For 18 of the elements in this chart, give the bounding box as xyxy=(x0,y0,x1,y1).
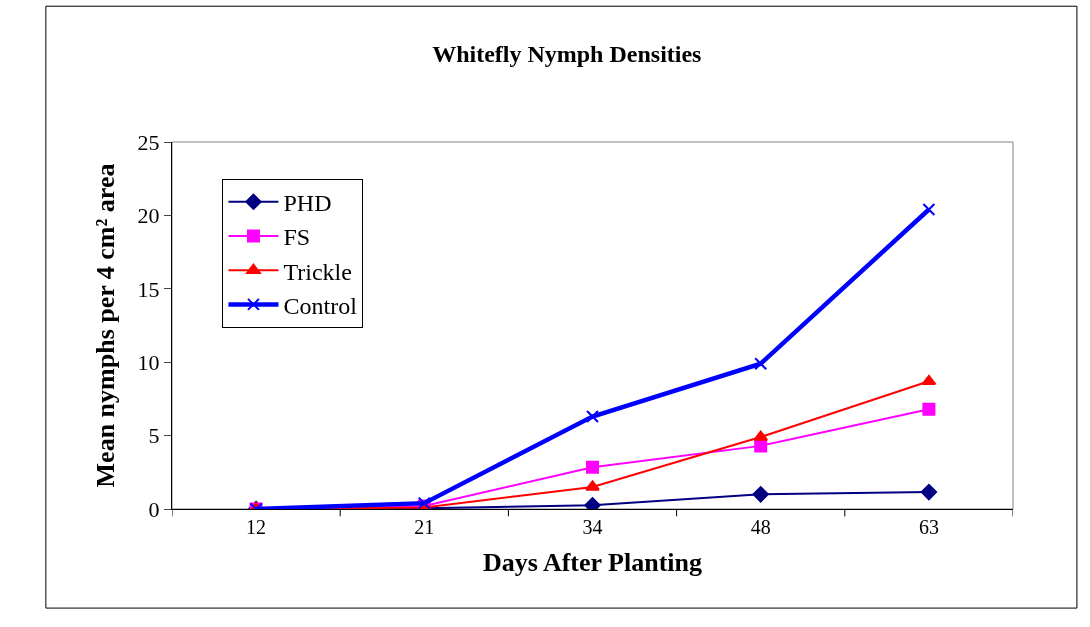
x-tick-label: 21 xyxy=(414,516,435,538)
legend-label: Control xyxy=(283,292,358,319)
y-tick-label: 15 xyxy=(137,276,160,302)
y-tick-label: 0 xyxy=(148,496,160,522)
legend-label: PHD xyxy=(283,190,332,217)
x-tick-label: 12 xyxy=(246,516,267,538)
y-tick-label: 20 xyxy=(137,203,160,229)
y-tick-label: 10 xyxy=(137,349,160,375)
chart-title: Whitefly Nymph Densities xyxy=(432,40,702,67)
y-tick-label: 25 xyxy=(137,129,160,155)
x-tick-label: 63 xyxy=(918,516,939,538)
x-axis-title: Days After Planting xyxy=(482,547,703,577)
y-tick-label: 5 xyxy=(148,423,160,449)
x-tick-label: 48 xyxy=(750,516,771,538)
x-tick-label: 34 xyxy=(582,516,603,538)
y-axis-title: Mean nymphs per 4 cm² area xyxy=(91,163,120,488)
legend-label: Trickle xyxy=(283,258,352,285)
legend-label: FS xyxy=(283,224,311,251)
